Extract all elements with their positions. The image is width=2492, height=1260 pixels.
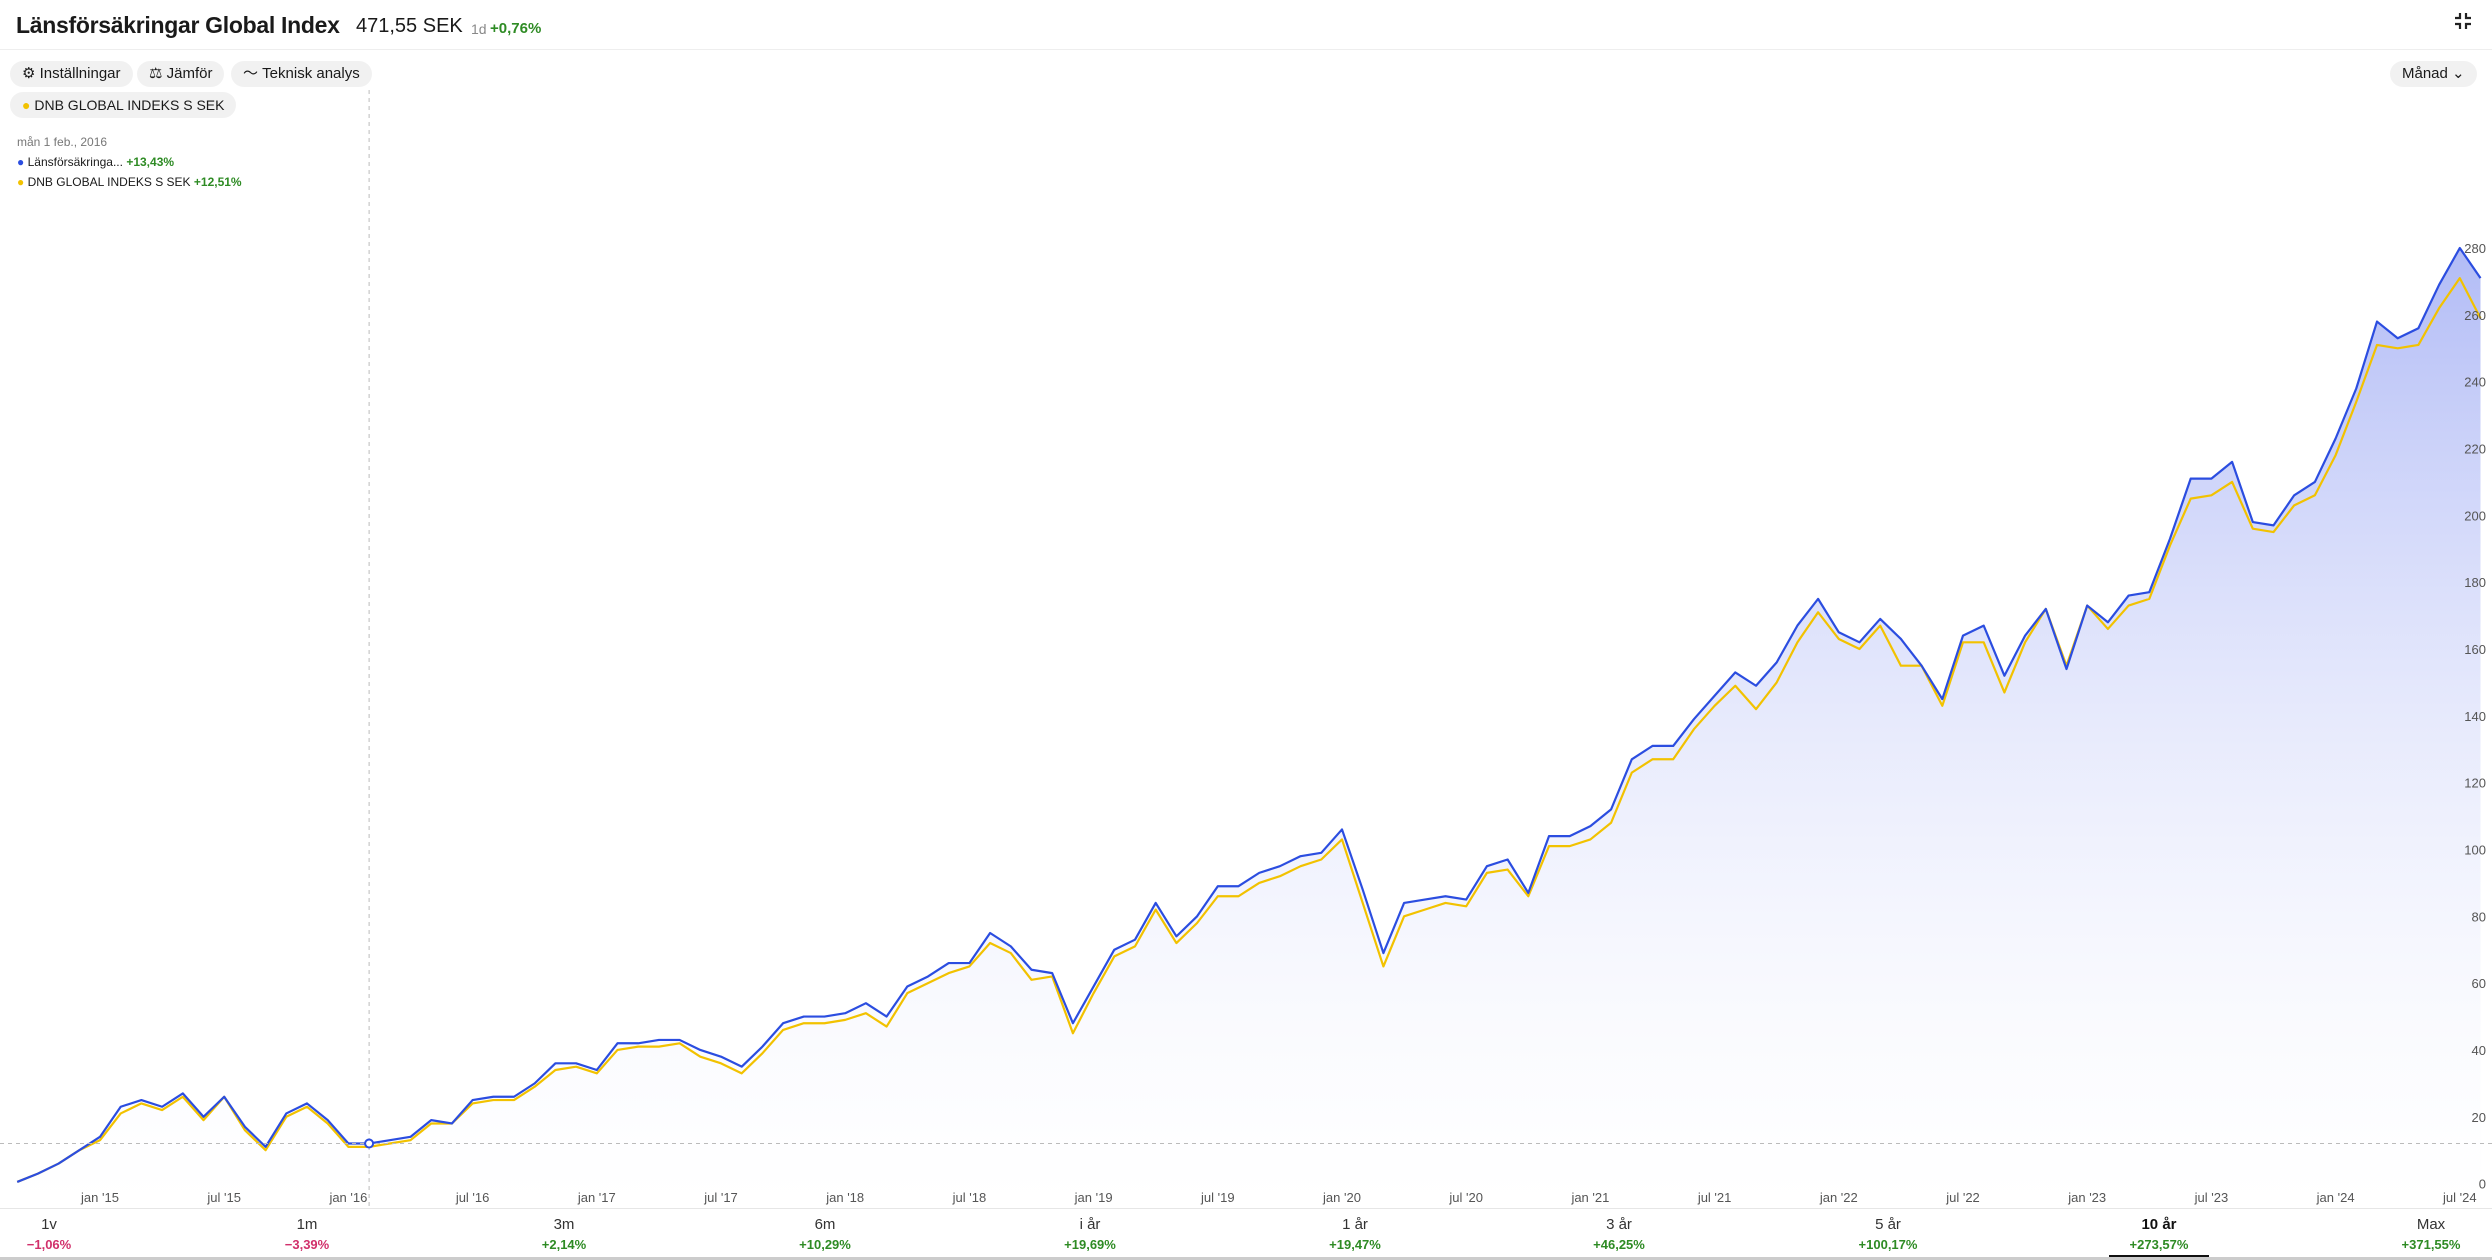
x-tick-label: jan '20 bbox=[1322, 1190, 1361, 1205]
x-tick-label: jul '16 bbox=[455, 1190, 490, 1205]
timeframe-label: 3 år bbox=[1606, 1216, 1632, 1233]
series-line bbox=[16, 277, 2482, 1183]
timeframe-label: 6m bbox=[814, 1216, 836, 1233]
y-tick-label: 40 bbox=[2472, 1043, 2486, 1058]
period: 1d bbox=[471, 21, 487, 37]
timeframe[interactable]: Max +371,55% bbox=[2341, 1216, 2492, 1252]
x-tick-label: jan '23 bbox=[2067, 1190, 2106, 1205]
y-tick-label: 60 bbox=[2472, 976, 2486, 991]
timeframe-change: +19,47% bbox=[1329, 1237, 1381, 1252]
technical-label: Teknisk analys bbox=[262, 65, 360, 82]
timeframe-label: 1v bbox=[41, 1216, 57, 1233]
x-tick-label: jul '21 bbox=[1697, 1190, 1732, 1205]
title: Länsförsäkringar Global Index bbox=[16, 12, 340, 38]
timeframe-change: +371,55% bbox=[2401, 1237, 2461, 1252]
timeframe[interactable]: 1v −1,06% bbox=[0, 1216, 139, 1252]
timeframe-label: 1 år bbox=[1342, 1216, 1368, 1233]
compare-button[interactable]: ⚖ Jämför bbox=[137, 61, 225, 87]
y-tick-label: 280 bbox=[2464, 241, 2486, 256]
timeframe[interactable]: 1 år +19,47% bbox=[1265, 1216, 1445, 1252]
timeframe-label: 3m bbox=[553, 1216, 575, 1233]
timeframe-label: 1m bbox=[296, 1216, 318, 1233]
legend-name: DNB GLOBAL INDEKS S SEK bbox=[27, 175, 191, 189]
y-tick-label: 140 bbox=[2464, 709, 2486, 724]
day-change: +0,76% bbox=[490, 20, 542, 37]
x-tick-label: jul '18 bbox=[952, 1190, 987, 1205]
timeframe-change: +46,25% bbox=[1593, 1237, 1645, 1252]
timeframe-change: +2,14% bbox=[541, 1237, 587, 1252]
price: 471,55 SEK bbox=[356, 15, 463, 37]
x-tick-label: jan '19 bbox=[1074, 1190, 1113, 1205]
x-tick-label: jul '22 bbox=[1945, 1190, 1980, 1205]
timeframe-label: 5 år bbox=[1875, 1216, 1901, 1233]
timeframe[interactable]: 5 år +100,17% bbox=[1798, 1216, 1978, 1252]
y-tick-label: 160 bbox=[2464, 642, 2486, 657]
compare-chip[interactable]: ● DNB GLOBAL INDEKS S SEK bbox=[10, 92, 237, 118]
collapse-icon[interactable] bbox=[2452, 10, 2474, 32]
x-tick-label: jul '20 bbox=[1448, 1190, 1483, 1205]
timeframe[interactable]: 3m +2,14% bbox=[474, 1216, 654, 1252]
x-tick-label: jan '17 bbox=[577, 1190, 616, 1205]
x-tick-label: jul '15 bbox=[206, 1190, 241, 1205]
y-tick-label: 240 bbox=[2464, 375, 2486, 390]
timeframe-change: −3,39% bbox=[284, 1237, 330, 1252]
timeframe-change: +10,29% bbox=[799, 1237, 851, 1252]
x-tick-label: jan '24 bbox=[2316, 1190, 2355, 1205]
chart: 0 20 40 60 80 100 120 140 160 180 200 220 240 260 280 j… bbox=[0, 90, 2492, 1207]
settings-button[interactable]: ⚙ Inställningar bbox=[10, 61, 133, 87]
y-tick-label: 260 bbox=[2464, 308, 2486, 323]
timeframe-label: i år bbox=[1079, 1216, 1101, 1233]
timeframe-label: Max bbox=[2416, 1216, 2446, 1233]
timeframe-change: −1,06% bbox=[26, 1237, 72, 1252]
x-tick-label: jan '21 bbox=[1570, 1190, 1609, 1205]
timeframe-change: +273,57% bbox=[2129, 1237, 2189, 1252]
timeframe-label: 10 år bbox=[2141, 1216, 2177, 1233]
area bbox=[17, 248, 2481, 1207]
timeframe-change: +100,17% bbox=[1858, 1237, 1918, 1252]
settings-label: Inställningar bbox=[39, 65, 121, 82]
tooltip-date: mån 1 feb., 2016 bbox=[17, 135, 108, 149]
y-tick-label: 220 bbox=[2464, 442, 2486, 457]
timeframe-change: +19,69% bbox=[1064, 1237, 1116, 1252]
selected-underline bbox=[2109, 1255, 2209, 1258]
interval-button[interactable]: Månad ⌄ bbox=[2390, 61, 2477, 87]
y-tick-label: 0 bbox=[2479, 1177, 2486, 1192]
divider bbox=[0, 49, 2492, 50]
x-tick-label: jan '18 bbox=[825, 1190, 864, 1205]
x-tick-label: jul '17 bbox=[703, 1190, 738, 1205]
compare-label: Jämför bbox=[166, 65, 213, 82]
legend-name: Länsförsäkringa... bbox=[27, 155, 123, 169]
tooltip-row: ● DNB GLOBAL INDEKS S SEK +12,51% bbox=[17, 175, 242, 189]
y-tick-label: 100 bbox=[2464, 842, 2486, 857]
y-tick-label: 20 bbox=[2472, 1110, 2486, 1125]
hover-point bbox=[364, 1138, 375, 1149]
divider bbox=[0, 1208, 2492, 1209]
timeframe[interactable]: 6m +10,29% bbox=[735, 1216, 915, 1252]
y-tick-label: 200 bbox=[2464, 508, 2486, 523]
y-tick-label: 120 bbox=[2464, 776, 2486, 791]
y-tick-label: 80 bbox=[2472, 909, 2486, 924]
timeframe[interactable]: i år +19,69% bbox=[1000, 1216, 1180, 1252]
tooltip-change: +12,51% bbox=[193, 175, 242, 189]
x-tick-label: jul '24 bbox=[2442, 1190, 2477, 1205]
scrollbar bbox=[0, 1257, 2492, 1260]
tooltip-change: +13,43% bbox=[126, 155, 175, 169]
x-tick-label: jul '19 bbox=[1200, 1190, 1235, 1205]
x-tick-label: jul '23 bbox=[2194, 1190, 2229, 1205]
series-line bbox=[16, 246, 2482, 1183]
x-tick-label: jan '16 bbox=[328, 1190, 367, 1205]
y-tick-label: 180 bbox=[2464, 575, 2486, 590]
timeframe[interactable]: 3 år +46,25% bbox=[1529, 1216, 1709, 1252]
chip-label: DNB GLOBAL INDEKS S SEK bbox=[34, 97, 225, 113]
x-tick-label: jan '22 bbox=[1819, 1190, 1858, 1205]
timeframe[interactable]: 10 år +273,57% bbox=[2069, 1216, 2249, 1252]
technical-button[interactable]: 〜 Teknisk analys bbox=[231, 61, 372, 87]
timeframe[interactable]: 1m −3,39% bbox=[217, 1216, 397, 1252]
interval-label: Månad bbox=[2402, 65, 2448, 82]
tooltip-row: ● Länsförsäkringa... +13,43% bbox=[17, 155, 175, 169]
x-tick-label: jan '15 bbox=[80, 1190, 119, 1205]
